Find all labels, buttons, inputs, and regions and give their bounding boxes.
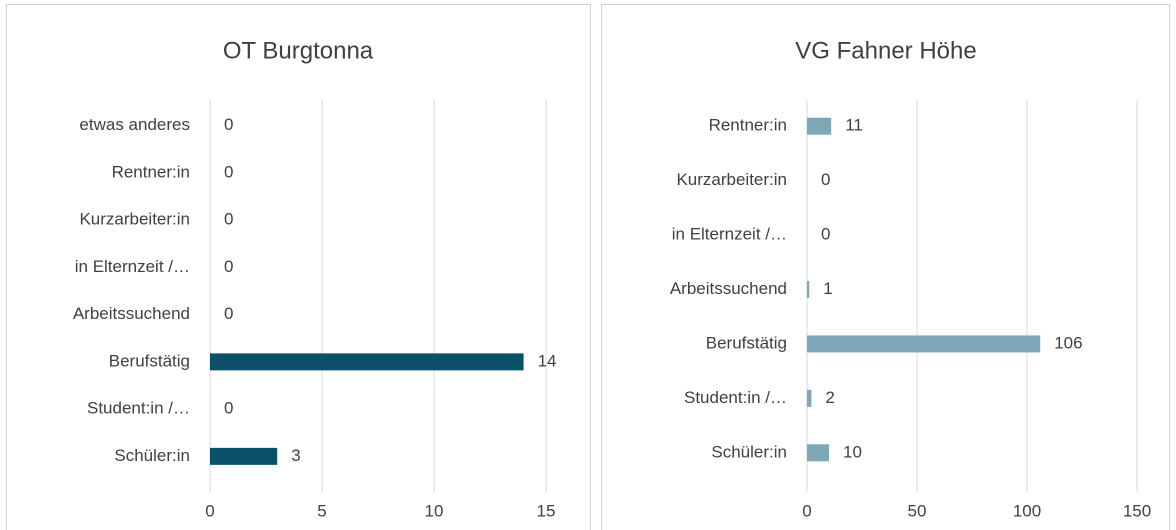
bar [807,335,1041,353]
value-label: 0 [224,399,233,418]
value-label: 0 [224,257,233,276]
x-tick-label: 15 [537,501,556,520]
value-label: 0 [224,304,233,323]
x-tick-label: 0 [205,501,214,520]
value-label: 3 [291,446,300,465]
value-label: 1 [823,279,832,298]
chart-title: VG Fahner Höhe [795,37,976,64]
y-tick-label: Schüler:in [114,446,190,465]
x-tick-label: 0 [802,501,811,520]
value-label: 2 [825,388,834,407]
value-label: 0 [821,170,830,189]
bar [807,389,812,407]
y-tick-label: Rentner:in [112,162,190,181]
x-tick-label: 150 [1123,501,1151,520]
value-label: 14 [538,351,557,370]
value-label: 0 [821,225,830,244]
bar [210,447,278,465]
x-tick-label: 10 [425,501,444,520]
value-label: 106 [1054,333,1082,352]
panel-border [6,4,591,530]
y-tick-label: Student:in /… [684,388,787,407]
value-label: 0 [224,162,233,181]
y-tick-label: in Elternzeit /… [75,257,190,276]
chart-title: OT Burgtonna [223,37,374,64]
y-tick-label: Rentner:in [709,116,787,135]
y-tick-label: Schüler:in [711,442,787,461]
x-tick-label: 50 [908,501,927,520]
bar [807,281,810,298]
y-tick-label: Student:in /… [87,399,190,418]
y-tick-label: in Elternzeit /… [672,225,787,244]
x-tick-label: 5 [317,501,326,520]
bar [807,117,832,135]
value-label: 11 [845,116,863,135]
y-tick-label: Arbeitssuchend [670,279,787,298]
value-label: 10 [843,442,862,461]
y-tick-label: Kurzarbeiter:in [79,210,190,229]
y-tick-label: Kurzarbeiter:in [676,170,787,189]
y-tick-label: etwas anderes [79,115,190,134]
value-label: 0 [224,115,233,134]
panel-border [601,4,1170,530]
y-tick-label: Berufstätig [109,351,190,370]
y-tick-label: Berufstätig [706,333,787,352]
bar [807,444,829,462]
y-tick-label: Arbeitssuchend [73,304,190,323]
bar [210,353,524,371]
value-label: 0 [224,210,233,229]
x-tick-label: 100 [1013,501,1041,520]
